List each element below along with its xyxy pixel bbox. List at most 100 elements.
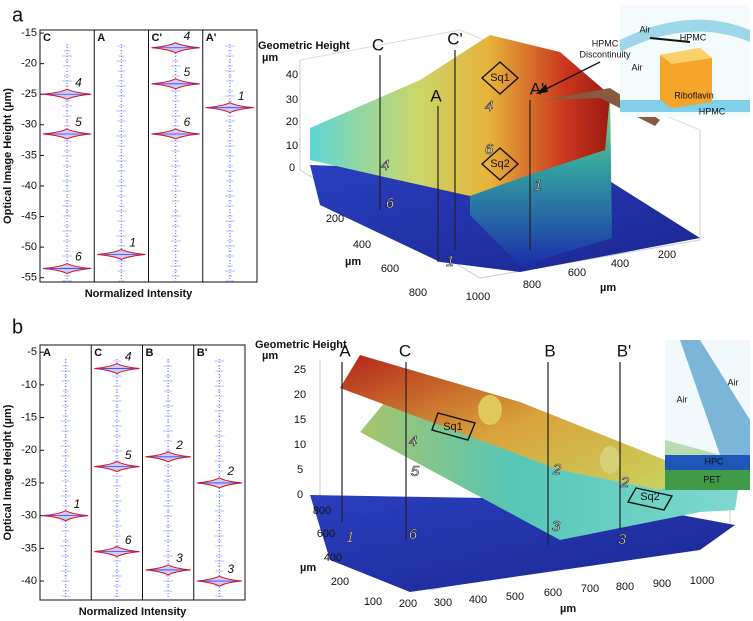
y-axis-unit: µm <box>300 562 316 574</box>
y-tick-label: 200 <box>326 213 344 225</box>
x-axis-unit: µm <box>560 603 576 615</box>
column-name: A <box>43 347 51 359</box>
column-name: A <box>97 32 105 44</box>
layer-label: 6 <box>409 526 418 543</box>
x-axis-label: Normalized Intensity <box>79 606 187 618</box>
y-tick-label: 400 <box>353 239 371 251</box>
section-label: A <box>430 86 442 105</box>
peak-label: 1 <box>129 236 136 250</box>
section-label: C' <box>447 29 463 48</box>
z-tick-label: 5 <box>297 464 303 476</box>
peak-label: 4 <box>184 29 191 43</box>
x-tick-label: 100 <box>364 596 382 608</box>
section-lines <box>341 362 621 545</box>
layer-label: 6 <box>386 195 395 212</box>
x-tick-label: 400 <box>611 258 629 270</box>
z-axis-unit: µm <box>262 350 278 362</box>
section-label: B <box>544 341 555 360</box>
z-tick-label: 0 <box>289 162 295 174</box>
peak-label: 6 <box>184 115 191 129</box>
bump <box>478 395 502 425</box>
layer-label: 1 <box>534 177 542 194</box>
y-tick-label: 400 <box>324 552 342 564</box>
y-tick-label: -5 <box>27 346 37 358</box>
layer-label: 1 <box>346 529 354 546</box>
peak-label: 5 <box>125 448 132 462</box>
box <box>299 60 701 279</box>
sq-box <box>480 147 520 181</box>
z-tick-label: 25 <box>294 364 306 376</box>
ridge <box>545 88 660 126</box>
peak-label: 6 <box>125 533 132 547</box>
column-name: C' <box>152 32 163 44</box>
bump <box>600 446 620 474</box>
y-tick-label: -30 <box>21 510 37 522</box>
layer-label: 4 <box>485 98 493 115</box>
y-tick-label: 600 <box>317 528 335 540</box>
y-tick-label: -55 <box>21 272 37 284</box>
layer <box>620 19 750 52</box>
section-label: A <box>339 341 351 360</box>
y-tick-label: -20 <box>21 444 37 456</box>
z-axis-unit: µm <box>262 52 278 64</box>
region-label: Sq2 <box>490 158 510 170</box>
layer-label: 4 <box>409 433 417 450</box>
layer-label: 1 <box>446 253 454 270</box>
column-name: A' <box>206 32 217 44</box>
y-tick-label: -25 <box>21 477 37 489</box>
inset-label: HPMC <box>680 32 707 42</box>
y-axis-label: Optical Image Height (µm) <box>2 88 14 224</box>
inset-label: HPC <box>704 456 724 466</box>
y-axis-label: Optical Image Height (µm) <box>2 404 14 540</box>
panel-label: a <box>12 4 24 26</box>
z-axis-title: Geometric Height <box>258 40 350 52</box>
x-tick-label: 800 <box>616 581 634 593</box>
x-tick-label: 700 <box>581 583 599 595</box>
region-label: Sq1 <box>443 421 463 433</box>
y-tick-label: -30 <box>21 119 37 131</box>
column-name: C <box>94 347 102 359</box>
y-tick-label: -20 <box>21 58 37 70</box>
x-tick-label: 800 <box>523 279 541 291</box>
x-axis-unit: µm <box>600 282 616 294</box>
peak-label: 1 <box>238 89 245 103</box>
column-name: B <box>146 347 154 359</box>
section-label: C <box>372 35 384 54</box>
x-tick-label: 900 <box>653 578 671 590</box>
z-tick-label: 40 <box>286 69 298 81</box>
layer-label: 2 <box>552 461 562 478</box>
peak-label: 2 <box>226 464 234 478</box>
z-tick-label: 10 <box>294 439 306 451</box>
y-tick-label: -25 <box>21 88 37 100</box>
column-name: C <box>43 32 51 44</box>
z-tick-label: 20 <box>294 389 306 401</box>
z-axis-title: Geometric Height <box>255 339 347 351</box>
inset-label: PET <box>703 474 721 484</box>
section-label: A' <box>530 79 545 98</box>
layer <box>680 340 750 455</box>
peak-label: 2 <box>175 438 183 452</box>
peak-label: 4 <box>125 350 132 364</box>
x-tick-label: 1000 <box>466 291 490 303</box>
y-axis-unit: µm <box>345 256 361 268</box>
inset-label: Riboflavin <box>674 90 714 100</box>
z-tick-label: 0 <box>297 489 303 501</box>
peak-label: 3 <box>176 551 183 565</box>
inset-a <box>620 5 750 117</box>
y-tick-label: -10 <box>21 379 37 391</box>
x-tick-label: 600 <box>544 587 562 599</box>
section-label: C <box>399 341 411 360</box>
y-tick-label: -35 <box>21 542 37 554</box>
layer <box>665 455 750 470</box>
inset-label: HPMC <box>699 106 726 116</box>
column-name: B' <box>197 347 208 359</box>
section-lines <box>379 50 531 262</box>
y-tick-label: -50 <box>21 241 37 253</box>
y-tick-label: -40 <box>21 180 37 192</box>
sq-box <box>480 61 520 95</box>
layer <box>665 440 720 455</box>
peak-label: 3 <box>227 562 234 576</box>
inset-label: Air <box>728 377 739 387</box>
layer-label: 5 <box>411 463 420 480</box>
